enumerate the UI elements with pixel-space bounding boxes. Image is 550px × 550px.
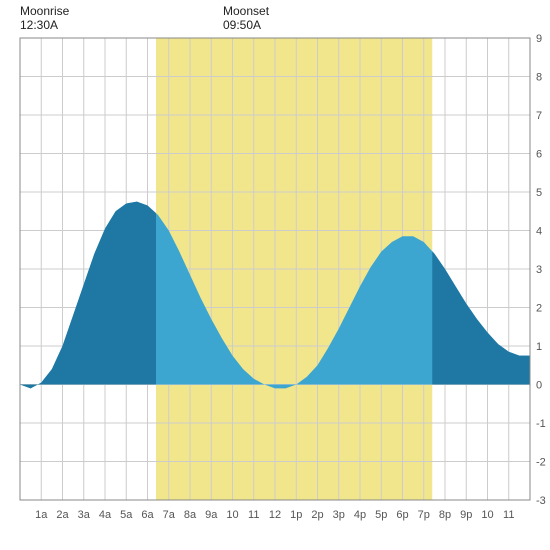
x-tick-label: 4a: [99, 509, 112, 521]
x-tick-label: 3a: [78, 509, 91, 521]
x-tick-label: 7a: [163, 509, 176, 521]
y-tick-label: 6: [536, 149, 542, 161]
moonset-time: 09:50A: [223, 18, 269, 32]
x-tick-label: 9a: [205, 509, 218, 521]
y-tick-label: 2: [536, 303, 542, 315]
x-tick-label: 10: [226, 509, 238, 521]
x-tick-label: 3p: [333, 509, 345, 521]
tide-chart-container: Moonrise 12:30A Moonset 09:50A -3-2-1012…: [0, 0, 550, 550]
x-tick-label: 5p: [375, 509, 387, 521]
x-tick-label: 1p: [290, 509, 302, 521]
x-tick-label: 8a: [184, 509, 197, 521]
moonrise-label: Moonrise: [20, 4, 69, 18]
moonrise-time: 12:30A: [20, 18, 69, 32]
x-tick-label: 5a: [120, 509, 133, 521]
x-tick-label: 6a: [141, 509, 154, 521]
y-tick-label: 3: [536, 264, 542, 276]
x-tick-label: 11: [248, 509, 259, 521]
x-tick-label: 9p: [460, 509, 472, 521]
y-tick-label: 1: [536, 341, 542, 353]
moonrise-block: Moonrise 12:30A: [20, 4, 69, 33]
x-tick-label: 4p: [354, 509, 366, 521]
y-tick-label: 5: [536, 187, 542, 199]
x-tick-label: 11: [503, 509, 514, 521]
y-tick-label: -3: [536, 495, 546, 507]
x-tick-label: 12: [269, 509, 281, 521]
moonset-label: Moonset: [223, 4, 269, 18]
x-tick-label: 10: [481, 509, 493, 521]
y-tick-label: 8: [536, 72, 542, 84]
x-tick-label: 2a: [56, 509, 69, 521]
x-tick-label: 2p: [311, 509, 323, 521]
y-tick-label: 9: [536, 33, 542, 45]
x-tick-label: 7p: [418, 509, 430, 521]
x-tick-label: 8p: [439, 509, 451, 521]
moonset-block: Moonset 09:50A: [223, 4, 269, 33]
y-tick-label: 7: [536, 110, 542, 122]
y-tick-label: 4: [536, 226, 542, 238]
y-tick-label: -1: [536, 418, 546, 430]
y-tick-label: 0: [536, 380, 542, 392]
x-tick-label: 6p: [396, 509, 408, 521]
tide-chart-svg: -3-2-101234567891a2a3a4a5a6a7a8a9a101112…: [0, 0, 550, 550]
x-tick-label: 1a: [35, 509, 48, 521]
y-tick-label: -2: [536, 457, 546, 469]
